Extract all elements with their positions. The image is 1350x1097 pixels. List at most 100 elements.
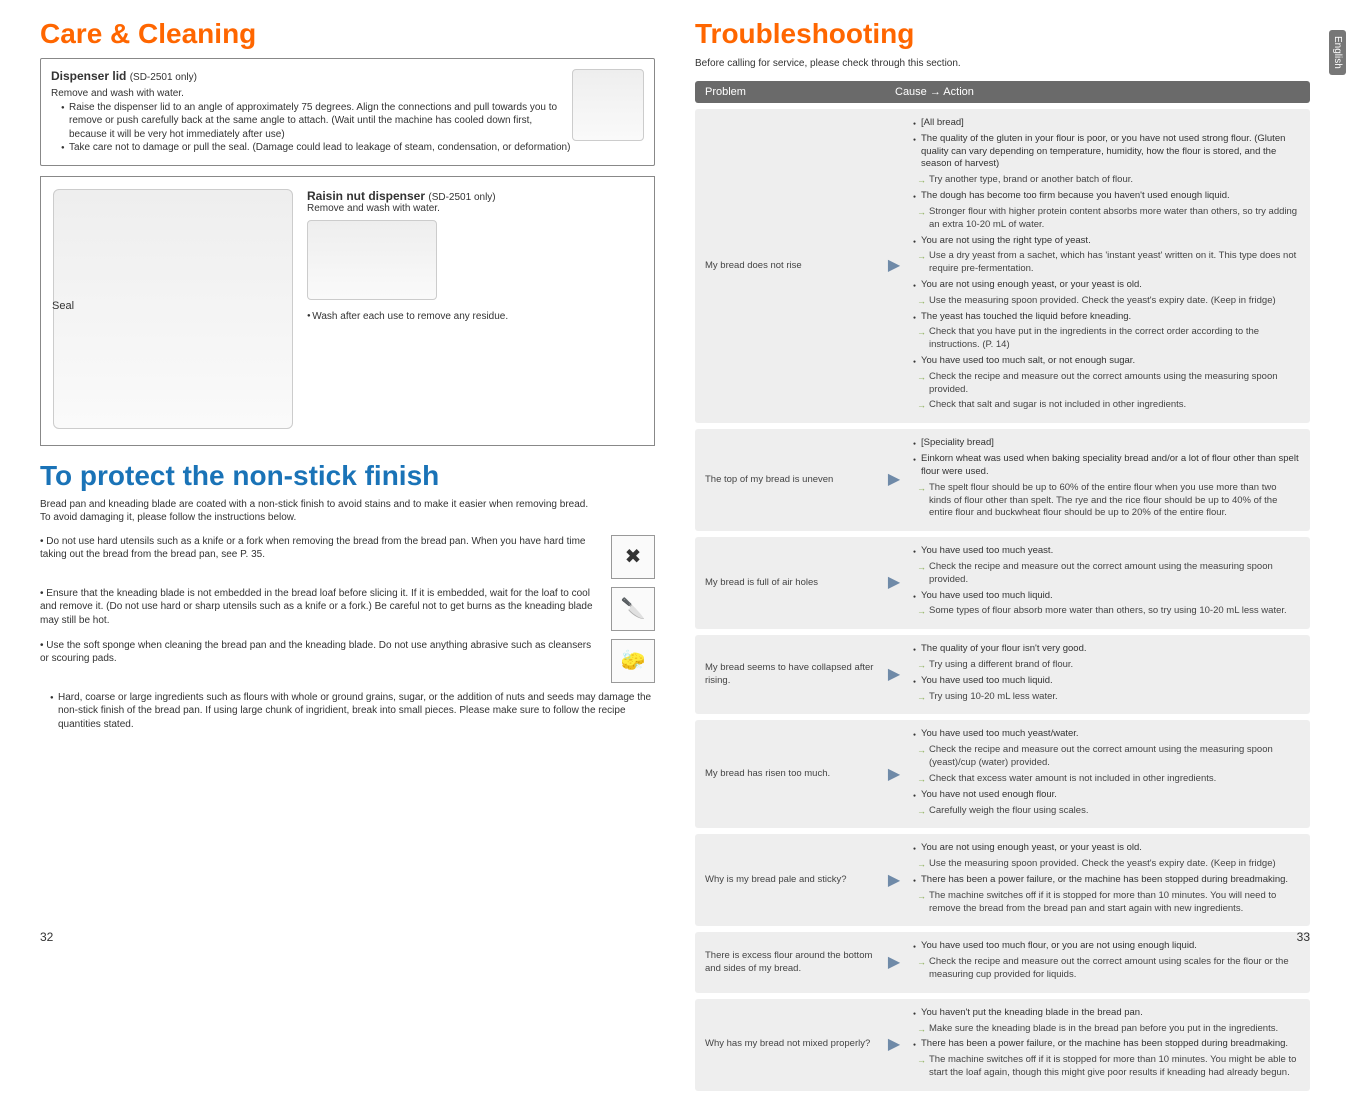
arrow-icon: ▶ xyxy=(885,537,903,629)
machine-illustration: Seal xyxy=(53,189,293,429)
cause-item: You have used too much yeast/water. xyxy=(913,728,1300,741)
raisin-head-suffix: (SD-2501 only) xyxy=(428,192,495,203)
dispenser-head-text: Dispenser lid xyxy=(51,69,126,83)
troubleshooting-table: Problem Cause → Action My bread does not… xyxy=(695,75,1310,1097)
tip-2: Ensure that the kneading blade is not em… xyxy=(40,588,593,626)
problem-cell: There is excess flour around the bottom … xyxy=(695,932,885,992)
table-row: Why is my bread pale and sticky?▶You are… xyxy=(695,834,1310,926)
troubleshooting-sub: Before calling for service, please check… xyxy=(695,58,1310,69)
action-cell: [Speciality bread] Einkorn wheat was used… xyxy=(903,429,1310,531)
action-cell: You are not using enough yeast, or your … xyxy=(903,834,1310,926)
action-cell: You have used too much yeast. Check the r… xyxy=(903,537,1310,629)
raisin-note: Wash after each use to remove any residu… xyxy=(307,310,642,324)
tip-row-2: • Ensure that the kneading blade is not … xyxy=(40,587,655,631)
action-item: Check that salt and sugar is not include… xyxy=(913,399,1300,412)
table-row: My bread seems to have collapsed after r… xyxy=(695,635,1310,714)
problem-cell: Why has my bread not mixed properly? xyxy=(695,999,885,1091)
cause-item: The dough has become too firm because yo… xyxy=(913,190,1300,203)
action-item: The spelt flour should be up to 60% of t… xyxy=(913,482,1300,520)
cause-item: You have not used enough flour. xyxy=(913,789,1300,802)
problem-cell: My bread seems to have collapsed after r… xyxy=(695,635,885,714)
tip-3: Use the soft sponge when cleaning the br… xyxy=(40,640,591,665)
problem-cell: My bread has risen too much. xyxy=(695,720,885,828)
right-page: English Troubleshooting Before calling f… xyxy=(675,0,1350,954)
machine-box: Seal Raisin nut dispenser (SD-2501 only)… xyxy=(40,176,655,446)
action-cell: You have used too much yeast/water. Check… xyxy=(903,720,1310,828)
tip-row-1: • Do not use hard utensils such as a kni… xyxy=(40,535,655,579)
table-row: My bread has risen too much.▶You have us… xyxy=(695,720,1310,828)
nonstick-warn-list: Hard, coarse or large ingredients such a… xyxy=(40,691,655,732)
table-row: Why has my bread not mixed properly?▶ You… xyxy=(695,999,1310,1091)
arrow-icon: ▶ xyxy=(885,109,903,423)
tip-1: Do not use hard utensils such as a knife… xyxy=(40,536,585,561)
arrow-icon: ▶ xyxy=(885,999,903,1091)
cause-item: The quality of the gluten in your flour … xyxy=(913,133,1300,171)
table-header: Problem Cause → Action xyxy=(695,81,1310,103)
cause-item: You haven't put the kneading blade in th… xyxy=(913,1007,1300,1020)
problem-cell: The top of my bread is uneven xyxy=(695,429,885,531)
table-row: My bread does not rise▶ [All bread] The qu… xyxy=(695,109,1310,423)
cause-item: There has been a power failure, or the m… xyxy=(913,1038,1300,1051)
nonstick-warn: Hard, coarse or large ingredients such a… xyxy=(50,691,655,732)
action-item: Check the recipe and measure out the cor… xyxy=(913,561,1300,587)
action-item: Check that excess water amount is not in… xyxy=(913,773,1300,786)
table-row: My bread is full of air holes▶You have u… xyxy=(695,537,1310,629)
cause-item: [All bread] xyxy=(913,117,1300,130)
nonstick-title: To protect the non-stick finish xyxy=(40,460,655,492)
action-cell: You haven't put the kneading blade in th… xyxy=(903,999,1310,1091)
language-tab: English xyxy=(1329,30,1346,75)
cause-item: You have used too much yeast. xyxy=(913,545,1300,558)
action-item: Try using a different brand of flour. xyxy=(913,659,1300,672)
cause-item: Einkorn wheat was used when baking speci… xyxy=(913,453,1300,479)
raisin-section: Raisin nut dispenser (SD-2501 only) Remo… xyxy=(307,189,642,433)
care-title: Care & Cleaning xyxy=(40,18,655,50)
page-num-32: 32 xyxy=(40,930,53,944)
action-item: Check the recipe and measure out the cor… xyxy=(913,371,1300,397)
raisin-head-text: Raisin nut dispenser xyxy=(307,189,425,203)
raisin-sub: Remove and wash with water. xyxy=(307,203,642,214)
seal-label: Seal xyxy=(52,300,74,312)
tip-text-3: • Use the soft sponge when cleaning the … xyxy=(40,639,599,666)
problem-cell: My bread does not rise xyxy=(695,109,885,423)
tip-text-2: • Ensure that the kneading blade is not … xyxy=(40,587,599,628)
nonstick-intro: Bread pan and kneading blade are coated … xyxy=(40,498,655,525)
cause-item: [Speciality bread] xyxy=(913,437,1300,450)
cause-item: You are not using enough yeast, or your … xyxy=(913,279,1300,292)
tip-text-1: • Do not use hard utensils such as a kni… xyxy=(40,535,599,562)
knife-icon: 🔪 xyxy=(611,587,655,631)
action-item: Check the recipe and measure out the cor… xyxy=(913,956,1300,982)
action-item: Use the measuring spoon provided. Check … xyxy=(913,295,1300,308)
table-row: The top of my bread is uneven▶[Specialit… xyxy=(695,429,1310,531)
action-cell: The quality of your flour isn't very goo… xyxy=(903,635,1310,714)
cause-item: You have used too much salt, or not enou… xyxy=(913,355,1300,368)
tip-row-3: • Use the soft sponge when cleaning the … xyxy=(40,639,655,683)
page-num-33: 33 xyxy=(1297,930,1310,944)
cause-item: There has been a power failure, or the m… xyxy=(913,874,1300,887)
action-item: Stronger flour with higher protein conte… xyxy=(913,206,1300,232)
arrow-icon: ▶ xyxy=(885,720,903,828)
problem-cell: My bread is full of air holes xyxy=(695,537,885,629)
arrow-icon: ▶ xyxy=(885,429,903,531)
action-item: Use a dry yeast from a sachet, which has… xyxy=(913,250,1300,276)
action-item: Some types of flour absorb more water th… xyxy=(913,605,1300,618)
arrow-icon: ▶ xyxy=(885,932,903,992)
action-item: The machine switches off if it is stoppe… xyxy=(913,1054,1300,1080)
action-cell: [All bread] The quality of the gluten in … xyxy=(903,109,1310,423)
action-item: Try using 10-20 mL less water. xyxy=(913,691,1300,704)
dispenser-box: Dispenser lid (SD-2501 only) Remove and … xyxy=(40,58,655,166)
dispenser-head-suffix: (SD-2501 only) xyxy=(130,72,197,83)
action-item: Carefully weigh the flour using scales. xyxy=(913,805,1300,818)
action-cell: You have used too much flour, or you are… xyxy=(903,932,1310,992)
action-item: Check that you have put in the ingredien… xyxy=(913,326,1300,352)
troubleshooting-title: Troubleshooting xyxy=(695,18,1310,50)
action-item: Try another type, brand or another batch… xyxy=(913,174,1300,187)
cause-item: You are not using the right type of yeas… xyxy=(913,235,1300,248)
arrow-icon: ▶ xyxy=(885,834,903,926)
cause-item: You have used too much liquid. xyxy=(913,590,1300,603)
dispenser-bullet-1: Raise the dispenser lid to an angle of a… xyxy=(61,101,644,142)
sponge-icon: 🧽 xyxy=(611,639,655,683)
action-item: The machine switches off if it is stoppe… xyxy=(913,890,1300,916)
cause-item: The quality of your flour isn't very goo… xyxy=(913,643,1300,656)
header-problem: Problem xyxy=(695,81,885,103)
action-item: Make sure the kneading blade is in the b… xyxy=(913,1023,1300,1036)
